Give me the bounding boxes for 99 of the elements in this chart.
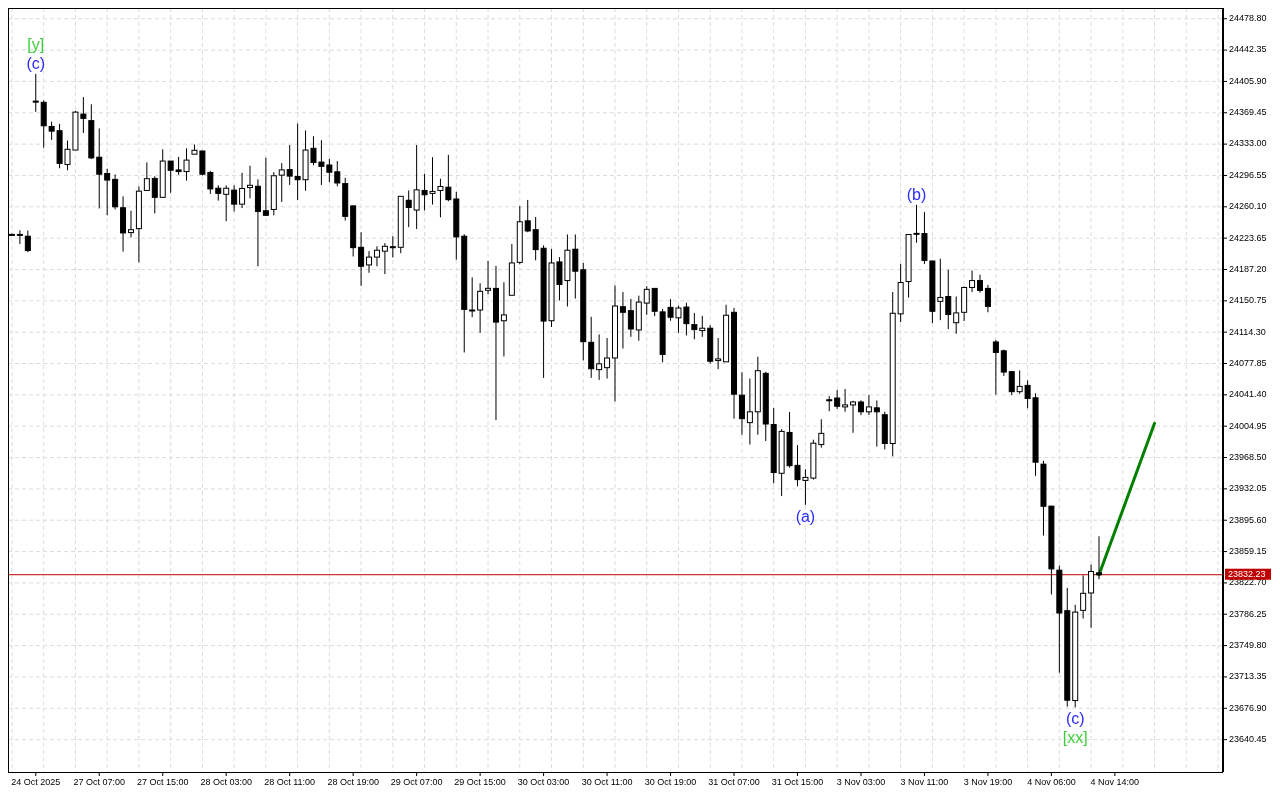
y-tick-label: 24150.75 [1229,295,1267,306]
y-tick-label: 23640.45 [1229,734,1267,744]
x-tick-label: 29 Oct 15:00 [454,777,506,787]
x-tick-label: 27 Oct 15:00 [136,777,189,787]
candlestick [500,281,507,357]
candlestick [945,269,952,330]
candlestick [262,157,269,216]
candlestick [143,161,150,191]
candlestick [40,99,47,149]
candlestick [873,399,880,448]
candlestick [477,282,484,334]
y-tick-label: 23822.70 [1229,577,1267,588]
x-tick-label: 24 Oct 2025 [11,777,61,787]
y-tick-label: 24004.95 [1229,420,1267,431]
annotation: (c) [26,54,46,72]
candlestick [223,184,230,222]
x-tick-label: 29 Oct 07:00 [390,777,443,787]
candlestick [389,235,396,258]
candlestick [366,250,373,274]
candlestick [715,337,722,370]
annotation: [y] [27,35,45,53]
y-tick-label: 24260.10 [1229,201,1267,212]
candlestick [239,172,246,209]
candlestick [24,230,31,253]
candlestick [691,312,698,340]
candlestick [127,210,134,238]
candlestick [373,245,380,267]
candlestick [738,371,745,436]
y-tick-label: 24369.45 [1229,107,1267,118]
y-tick-label: 24405.90 [1229,75,1267,86]
candlestick [992,339,999,396]
x-tick-label: 3 Nov 11:00 [900,777,949,787]
candlestick [1096,535,1103,580]
candlestick [596,333,603,381]
annotation: [xx] [1062,729,1088,747]
x-tick-label: 31 Oct 07:00 [708,777,760,787]
y-tick-label: 23932.05 [1229,483,1267,494]
x-tick-label: 31 Oct 15:00 [771,777,824,787]
x-tick-label: 28 Oct 19:00 [327,777,379,787]
y-tick-label: 23895.60 [1229,514,1267,525]
candlestick [104,168,111,216]
candlestick [524,199,531,233]
ref-line-label: 23832.23 [1228,569,1266,580]
candlestick [278,162,285,203]
y-tick-label: 24333.00 [1229,138,1267,149]
candlestick [619,291,626,350]
annotation: (a) [795,507,816,525]
candlestick [358,231,365,287]
candlestick [969,270,976,293]
candlestick [231,184,238,212]
candlestick [469,276,476,318]
candlestick [151,175,158,214]
candlestick [643,285,650,316]
x-tick-label: 3 Nov 03:00 [836,777,886,787]
candlestick [984,284,991,313]
y-tick-label: 24041.40 [1229,389,1267,400]
candlestick [842,388,849,413]
x-tick-label: 30 Oct 11:00 [581,777,633,787]
x-tick-label: 4 Nov 06:00 [1027,777,1076,787]
y-tick-label: 24187.20 [1229,263,1267,274]
y-tick-label: 24442.35 [1229,44,1267,55]
candlestick [96,127,103,209]
annotation: (c) [1065,710,1085,728]
y-tick-label: 23713.35 [1229,671,1267,682]
y-tick-label: 23676.90 [1229,702,1267,713]
candlestick [746,378,753,446]
x-tick-label: 30 Oct 19:00 [644,777,697,787]
candlestick [485,260,492,295]
y-tick-label: 23786.25 [1229,608,1267,619]
x-tick-label: 30 Oct 03:00 [517,777,570,787]
x-tick-label: 4 Nov 14:00 [1090,777,1140,787]
candlestick [865,394,872,416]
candlestick [953,295,960,335]
candlestick [850,400,857,434]
candlestick [604,337,611,380]
candlestick [834,389,841,410]
y-tick-label: 24077.85 [1229,357,1267,368]
candlestick [1000,349,1007,377]
candlestick [627,298,634,338]
y-tick-label: 24114.30 [1229,326,1266,337]
y-tick-label: 24478.80 [1229,13,1267,24]
candlestick [16,229,23,245]
y-tick-label: 23968.50 [1229,451,1267,462]
candlestick [247,165,254,199]
candlestick [381,242,388,275]
y-tick-label: 23749.80 [1229,639,1267,650]
annotation: (b) [906,185,927,203]
x-tick-label: 3 Nov 19:00 [963,777,1013,787]
y-tick-label: 24223.65 [1229,232,1267,243]
candlestick [1088,564,1095,629]
candlestick [1008,371,1015,396]
x-tick-label: 28 Oct 11:00 [264,777,316,787]
y-tick-label: 24296.55 [1229,169,1267,180]
x-tick-label: 27 Oct 07:00 [73,777,126,787]
x-tick-label: 28 Oct 03:00 [200,777,252,787]
candlestick [32,73,39,113]
candlestick [1080,574,1087,620]
candlestick [699,315,706,338]
y-tick-label: 23859.15 [1229,545,1267,556]
